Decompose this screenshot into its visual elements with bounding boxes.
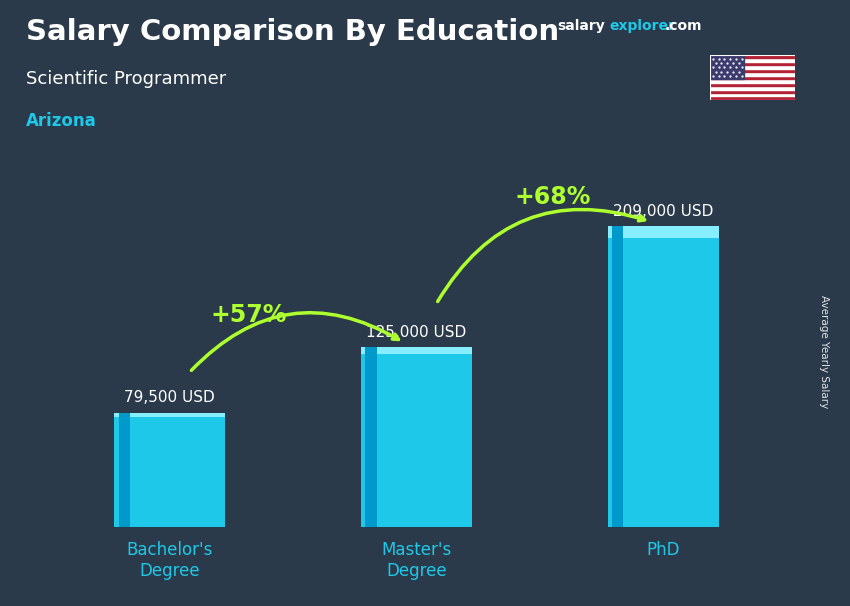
Text: +68%: +68% [514,185,591,209]
Text: 125,000 USD: 125,000 USD [366,325,467,340]
Bar [366,347,377,527]
Bar [119,413,130,527]
Bar [710,96,795,100]
Bar [710,68,795,72]
Bar [710,90,795,93]
Bar [710,62,795,65]
Bar [710,76,795,79]
Bar [710,86,795,90]
Bar [710,65,795,68]
Text: salary: salary [557,19,604,33]
Bar [710,55,744,79]
Text: Arizona: Arizona [26,112,96,130]
Text: Scientific Programmer: Scientific Programmer [26,70,226,88]
Text: explorer: explorer [609,19,675,33]
Text: .com: .com [665,19,702,33]
Bar [710,72,795,76]
Text: Average Yearly Salary: Average Yearly Salary [819,295,829,408]
Bar [114,413,225,418]
Bar [710,55,795,58]
Bar [710,93,795,96]
Bar [710,82,795,86]
Bar [114,413,225,527]
Bar [361,347,472,527]
Bar [608,226,719,238]
Text: 209,000 USD: 209,000 USD [613,204,713,219]
Bar [710,79,795,82]
Text: 79,500 USD: 79,500 USD [124,390,215,405]
Bar [361,347,472,355]
Bar [612,226,623,527]
Bar [710,58,795,62]
Bar [608,226,719,527]
Text: +57%: +57% [211,303,287,327]
Text: Salary Comparison By Education: Salary Comparison By Education [26,18,558,46]
